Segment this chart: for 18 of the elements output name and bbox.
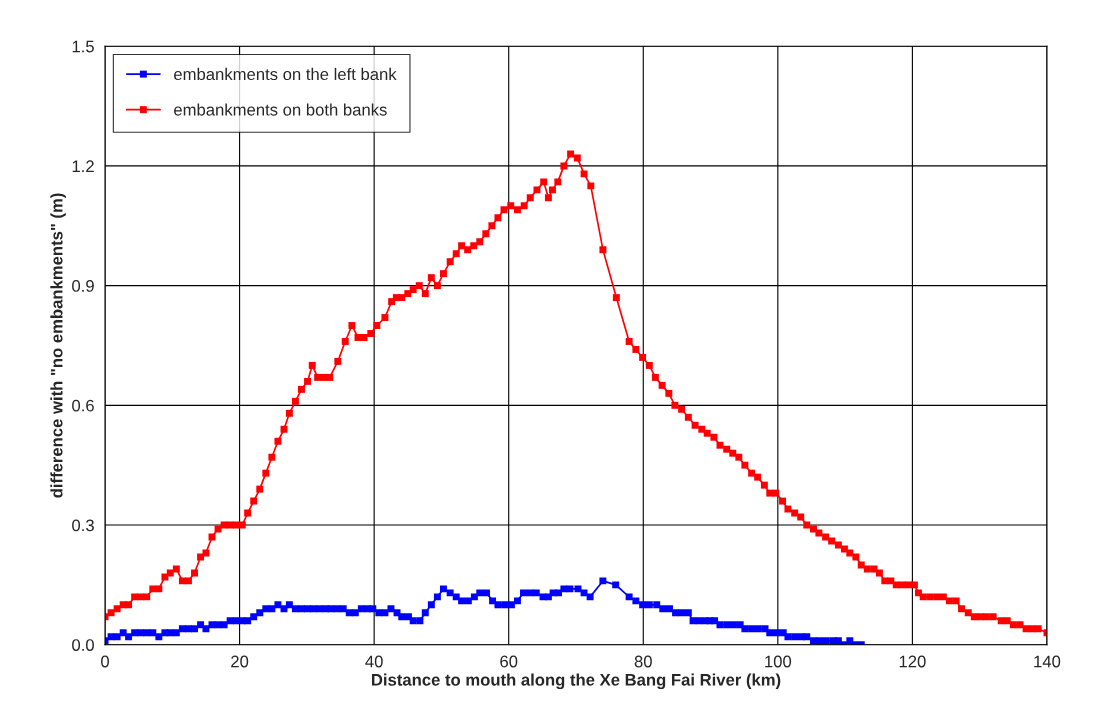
x-tick-label: 120 <box>899 655 926 668</box>
legend-label: embankments on the left bank <box>174 67 397 81</box>
x-tick-label: 80 <box>634 655 652 668</box>
x-tick-label: 140 <box>1034 655 1061 668</box>
y-tick-label: 0.0 <box>72 639 94 651</box>
y-tick-label: 0.3 <box>72 519 94 532</box>
x-tick-label: 60 <box>500 655 518 668</box>
x-tick-label: 40 <box>365 655 383 668</box>
x-tick-label: 100 <box>765 655 792 668</box>
legend-label: embankments on both banks <box>174 103 387 116</box>
y-axis-title: difference with "no embankments" (m) <box>50 193 66 498</box>
y-tick-label: 0.6 <box>72 399 94 412</box>
y-tick-label: 0.9 <box>72 280 94 292</box>
x-tick-label: 0 <box>101 655 110 668</box>
x-axis-title: Distance to mouth along the Xe Bang Fai River (km) <box>372 673 781 690</box>
y-tick-label: 1.2 <box>72 160 94 172</box>
y-tick-label: 1.5 <box>72 40 94 53</box>
x-tick-label: 20 <box>231 655 249 668</box>
